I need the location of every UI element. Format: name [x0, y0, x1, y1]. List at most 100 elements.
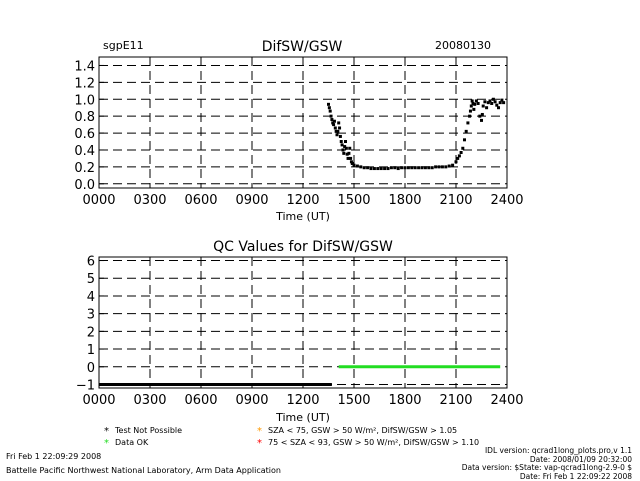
x-tick-label: 0600 — [184, 193, 217, 208]
y-tick-label: 3 — [87, 308, 95, 323]
y-tick-label: 1.0 — [74, 93, 95, 108]
data-point — [468, 115, 471, 118]
data-point — [345, 147, 348, 150]
x-tick-label: 2400 — [490, 193, 523, 208]
data-point — [390, 166, 393, 169]
data-point — [347, 152, 350, 155]
data-point — [451, 164, 454, 167]
y-tick-label: 0 — [87, 361, 95, 376]
y-tick-label: 1 — [87, 343, 95, 358]
data-point — [414, 166, 417, 169]
x-tick-label: 2400 — [490, 393, 523, 408]
data-point — [393, 166, 396, 169]
data-point — [424, 166, 427, 169]
data-point — [448, 165, 451, 168]
x-tick-label: 0300 — [133, 193, 166, 208]
grid-lines — [99, 257, 507, 388]
chart-title: DifSW/GSW — [262, 39, 343, 55]
data-point — [373, 167, 376, 170]
data-point — [347, 157, 350, 160]
data-point — [461, 147, 464, 150]
data-point — [472, 108, 475, 111]
data-point — [477, 102, 480, 105]
data-point — [465, 130, 468, 133]
legend-item-symbol: * — [257, 438, 262, 449]
x-tick-label: 1800 — [388, 393, 421, 408]
footer-organization: Battelle Pacific Northwest National Labo… — [6, 466, 281, 476]
x-tick-label: 1200 — [286, 393, 319, 408]
data-point — [463, 138, 466, 141]
data-point — [400, 166, 403, 169]
x-tick-label: 0600 — [184, 393, 217, 408]
x-tick-labels: 0000 0300 0600 0900 1200 1500 1800 2100 2400 — [82, 393, 523, 408]
legend-item-label: SZA < 75, GSW > 50 W/m², DifSW/GSW > 1.0… — [268, 426, 457, 435]
x-tick-label: 2100 — [439, 393, 472, 408]
x-tick-label: 0000 — [82, 393, 115, 408]
data-point — [404, 166, 407, 169]
data-point — [337, 121, 340, 124]
site-label: sgpE11 — [103, 39, 144, 52]
data-point — [497, 106, 500, 109]
data-point — [328, 106, 331, 109]
y-tick-label: 0.0 — [74, 178, 95, 193]
y-tick-label: 0.8 — [74, 110, 95, 125]
data-point — [376, 167, 379, 170]
data-point — [490, 102, 493, 105]
data-point — [478, 115, 481, 118]
data-point — [480, 119, 483, 122]
data-point — [370, 167, 373, 170]
data-point — [334, 126, 337, 129]
data-point — [342, 152, 345, 155]
data-point — [339, 135, 342, 138]
data-point — [387, 167, 390, 170]
data-point — [481, 113, 484, 116]
y-tick-label: 4 — [87, 290, 95, 305]
data-point — [466, 121, 469, 124]
data-point — [455, 160, 458, 163]
data-point — [359, 165, 362, 168]
data-point — [329, 110, 332, 113]
y-tick-labels: 0.00.20.40.60.81.01.21.4 — [74, 59, 95, 192]
data-point — [473, 103, 476, 106]
data-point — [502, 101, 505, 104]
x-tick-label: 0900 — [235, 393, 268, 408]
data-point — [336, 133, 339, 136]
legend-item-symbol: * — [257, 426, 262, 437]
data-point — [340, 140, 343, 143]
y-tick-label: 1.2 — [74, 76, 95, 91]
data-point — [410, 166, 413, 169]
data-point — [332, 123, 335, 126]
data-point — [363, 166, 366, 169]
data-point — [330, 115, 333, 118]
data-point — [494, 100, 497, 103]
x-tick-label: 0300 — [133, 393, 166, 408]
legend-item-label: Data OK — [115, 438, 149, 447]
legend-item-symbol: * — [104, 426, 109, 437]
y-tick-label: 0.6 — [74, 127, 95, 142]
data-point — [327, 103, 330, 106]
x-tick-label: 1500 — [337, 393, 370, 408]
x-tick-label: 0900 — [235, 193, 268, 208]
data-point — [397, 167, 400, 170]
x-tick-label: 1500 — [337, 193, 370, 208]
y-tick-label: 1.4 — [74, 59, 95, 74]
data-point — [380, 167, 383, 170]
data-point — [458, 154, 461, 157]
y-tick-label: 0.4 — [74, 144, 95, 159]
footer-date: Fri Feb 1 22:09:29 2008 — [6, 452, 281, 462]
x-axis-label: Time (UT) — [275, 210, 330, 223]
data-point — [482, 105, 485, 108]
data-point — [427, 166, 430, 169]
data-point — [438, 165, 441, 168]
data-point — [407, 166, 410, 169]
data-point — [417, 166, 420, 169]
data-point — [444, 165, 447, 168]
data-point — [338, 126, 341, 129]
data-point — [483, 100, 486, 103]
chart-title: QC Values for DifSW/GSW — [213, 239, 393, 255]
data-point — [366, 166, 369, 169]
